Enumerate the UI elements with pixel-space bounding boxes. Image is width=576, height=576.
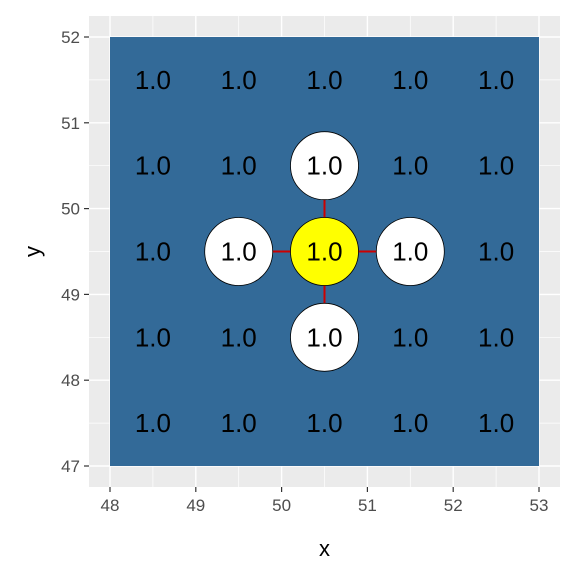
cell-value-label: 1.0 — [221, 65, 257, 95]
cell-value-label: 1.0 — [392, 151, 428, 181]
x-tick-label: 50 — [272, 496, 291, 515]
cell-value-label: 1.0 — [135, 322, 171, 352]
nodes — [204, 131, 445, 372]
y-tick-label: 48 — [61, 371, 80, 390]
y-tick-label: 50 — [61, 200, 80, 219]
cell-value-label: 1.0 — [392, 322, 428, 352]
cell-value-label: 1.0 — [135, 65, 171, 95]
cell-value-label: 1.0 — [306, 322, 342, 352]
cell-value-label: 1.0 — [392, 65, 428, 95]
y-tick-label: 52 — [61, 28, 80, 47]
cell-value-label: 1.0 — [478, 65, 514, 95]
cell-value-label: 1.0 — [306, 237, 342, 267]
cell-value-label: 1.0 — [221, 151, 257, 181]
y-tick-label: 49 — [61, 285, 80, 304]
cell-value-label: 1.0 — [478, 322, 514, 352]
x-tick-label: 51 — [358, 496, 377, 515]
x-axis-title: x — [319, 536, 330, 561]
cell-value-label: 1.0 — [478, 408, 514, 438]
x-tick-label: 53 — [530, 496, 549, 515]
cell-labels: 1.0 1.0 1.0 1.0 1.0 1.0 1.0 1.0 1.0 1.0 1.0 1.0 1.0 1… — [135, 65, 514, 438]
cell-value-label: 1.0 — [478, 237, 514, 267]
y-tick-label: 51 — [61, 114, 80, 133]
cell-value-label: 1.0 — [306, 408, 342, 438]
center-node — [290, 217, 359, 286]
cell-value-label: 1.0 — [135, 237, 171, 267]
cell-value-label: 1.0 — [306, 151, 342, 181]
cell-value-label: 1.0 — [306, 65, 342, 95]
y-axis-title: y — [20, 246, 45, 257]
cell-value-label: 1.0 — [135, 151, 171, 181]
x-tick-label: 48 — [101, 496, 120, 515]
cell-value-label: 1.0 — [392, 237, 428, 267]
neighbor-node — [375, 217, 445, 286]
x-tick-label: 49 — [186, 496, 205, 515]
cell-value-label: 1.0 — [478, 151, 514, 181]
cell-value-label: 1.0 — [135, 408, 171, 438]
cell-value-label: 1.0 — [221, 408, 257, 438]
cell-value-label: 1.0 — [221, 237, 257, 267]
axes: 48 49 50 51 52 53 47 48 49 50 51 52 — [61, 28, 548, 515]
cell-value-label: 1.0 — [221, 322, 257, 352]
cell-value-label: 1.0 — [392, 408, 428, 438]
neighbor-node — [204, 217, 274, 286]
x-tick-label: 52 — [444, 496, 463, 515]
neighbor-node — [290, 131, 359, 201]
y-tick-label: 47 — [61, 457, 80, 476]
neighbor-node — [290, 302, 359, 372]
